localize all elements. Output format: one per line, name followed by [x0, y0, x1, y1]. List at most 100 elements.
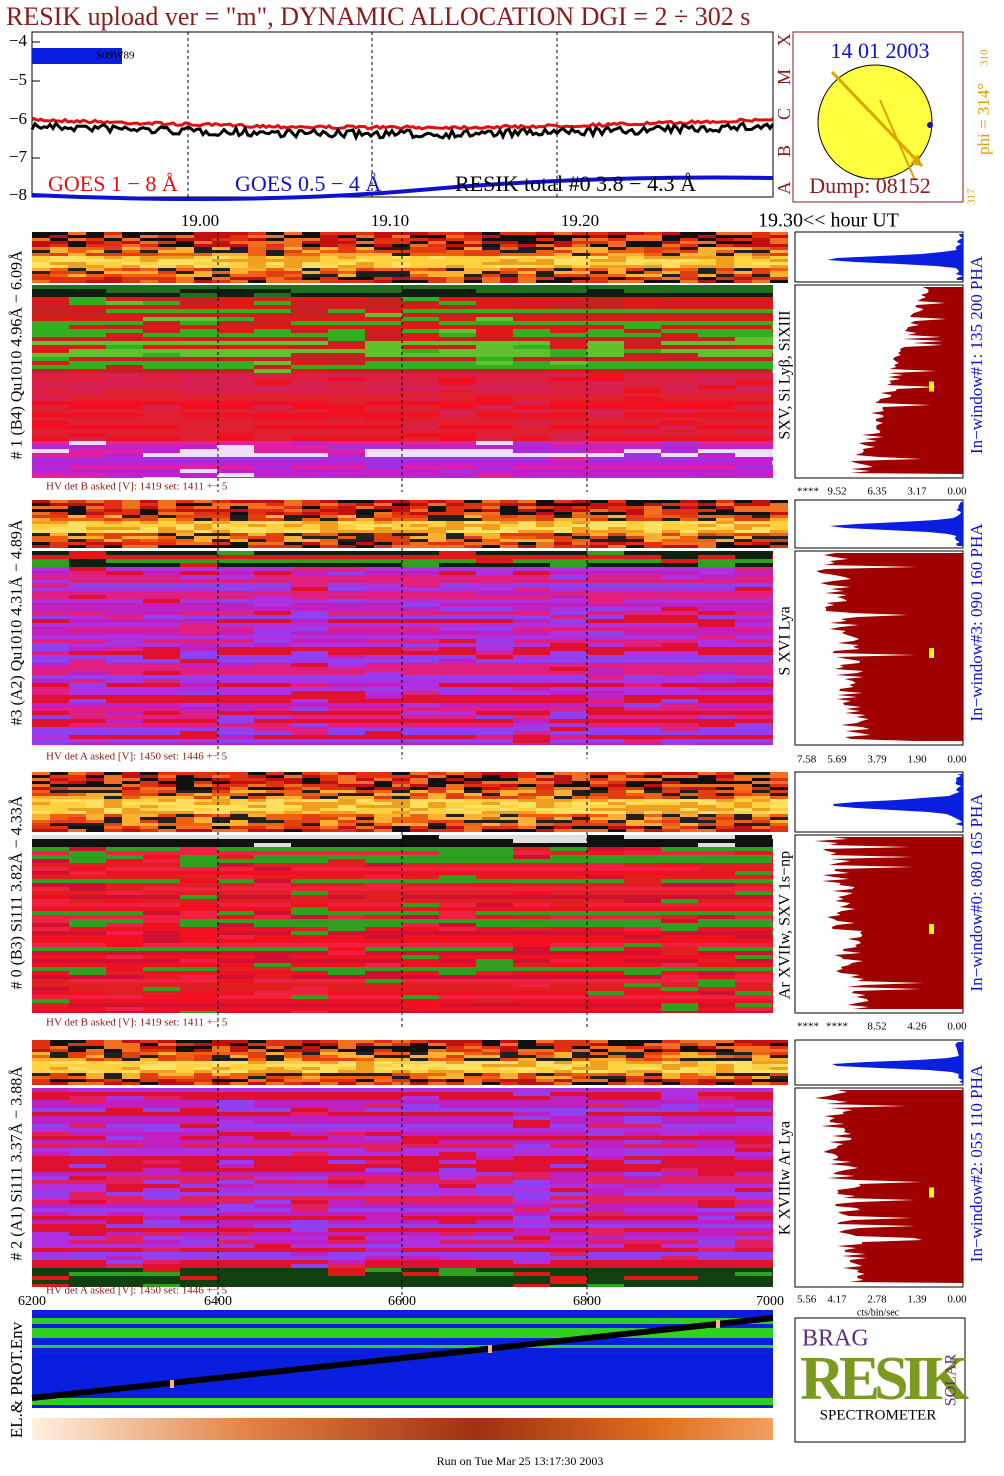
heatmap-cell	[328, 377, 365, 381]
spectrum-strip-cell	[104, 268, 122, 271]
spectrum-strip-cell	[194, 793, 212, 796]
spectrum-strip-cell	[518, 250, 536, 253]
spectrum-strip-cell	[50, 241, 68, 244]
spectrum-strip-cell	[536, 515, 554, 518]
heatmap-cell	[772, 551, 773, 555]
heatmap-cell	[476, 285, 513, 289]
heatmap-cell	[587, 727, 624, 731]
spectrum-strip-cell	[302, 787, 320, 790]
spectrum-strip-cell	[50, 775, 68, 778]
spectrum-strip-cell	[266, 787, 284, 790]
spectrum-strip-cell	[104, 533, 122, 536]
spectrum-strip-cell	[482, 250, 500, 253]
spectrum-strip-cell	[716, 518, 734, 521]
heatmap-cell	[365, 687, 402, 691]
spectrum-strip-cell	[158, 527, 176, 530]
spectrum-strip-cell	[86, 241, 104, 244]
heatmap-cell	[402, 623, 439, 627]
spectrum-strip-cell	[482, 274, 500, 277]
spectrum-strip-cell	[302, 265, 320, 268]
heatmap-cell	[772, 659, 773, 663]
heatmap-cell	[661, 887, 698, 891]
heatmap-cell	[513, 305, 550, 309]
spectrum-strip-cell	[194, 256, 212, 259]
heatmap-cell	[254, 951, 291, 955]
heatmap-cell	[550, 859, 587, 863]
heatmap-cell	[32, 855, 69, 859]
heatmap-cell	[106, 397, 143, 401]
heatmap-cell	[587, 309, 624, 313]
heatmap-cell	[476, 591, 513, 595]
heatmap-cell	[624, 393, 661, 397]
spectrum-strip-cell	[194, 542, 212, 545]
spectrum-strip-cell	[716, 241, 734, 244]
heatmap-cell	[772, 579, 773, 583]
heatmap-cell	[513, 735, 550, 739]
heatmap-cell	[735, 703, 772, 707]
flare-class: X	[774, 34, 794, 47]
spectrum-strip-cell	[230, 241, 248, 244]
spectrum-strip-cell	[572, 814, 590, 817]
spectrum-strip-cell	[734, 814, 752, 817]
spectrum-strip-cell	[230, 823, 248, 826]
spectrum-strip-cell	[392, 271, 410, 274]
heatmap-cell	[661, 409, 698, 413]
heatmap-cell	[698, 607, 735, 611]
heatmap-cell	[698, 591, 735, 595]
spectrum-strip-cell	[554, 808, 572, 811]
spectrum-strip-cell	[122, 799, 140, 802]
spectrum-strip-cell	[104, 232, 122, 235]
spectrum-strip-cell	[428, 802, 446, 805]
heatmap-cell	[180, 397, 217, 401]
heatmap-cell	[32, 409, 69, 413]
heatmap-cell	[550, 373, 587, 377]
spectrum-strip-cell	[410, 805, 428, 808]
spectrum-strip-cell	[212, 506, 230, 509]
spectrum-strip-cell	[644, 823, 662, 826]
heatmap-cell	[439, 329, 476, 333]
heatmap-cell	[69, 289, 106, 293]
heatmap-cell	[439, 859, 476, 863]
heatmap-cell	[513, 409, 550, 413]
heatmap-cell	[402, 405, 439, 409]
spectrum-strip-cell	[554, 539, 572, 542]
spectrum-strip-cell	[752, 503, 770, 506]
spectrum-strip-cell	[572, 277, 590, 280]
heatmap-cell	[735, 859, 772, 863]
spectrum-strip-cell	[410, 796, 428, 799]
spectrum-strip-cell	[50, 238, 68, 241]
spectrum-strip-cell	[320, 533, 338, 536]
spectrum-strip-cell	[248, 536, 266, 539]
spectrum-strip-cell	[698, 259, 716, 262]
spectrum-strip-cell	[320, 241, 338, 244]
heatmap-cell	[143, 567, 180, 571]
spectrum-strip-cell	[50, 524, 68, 527]
heatmap-cell	[291, 405, 328, 409]
heatmap-cell	[254, 739, 291, 743]
heatmap-cell	[291, 683, 328, 687]
heatmap-cell	[772, 895, 773, 899]
heatmap-cell	[587, 611, 624, 615]
spectrum-strip-cell	[32, 820, 50, 823]
spectrum-strip-cell	[554, 277, 572, 280]
spectrum-strip-cell	[194, 820, 212, 823]
heatmap-cell	[328, 943, 365, 947]
spectrum-strip-cell	[410, 530, 428, 533]
heatmap-cell	[439, 389, 476, 393]
spectrum-strip-cell	[572, 820, 590, 823]
spectrum-strip-cell	[176, 787, 194, 790]
heatmap-cell	[402, 417, 439, 421]
heatmap-cell	[32, 707, 69, 711]
heatmap-cell	[476, 659, 513, 663]
heatmap-cell	[735, 655, 772, 659]
heatmap-cell	[32, 835, 69, 839]
hist-tick-label: 0.00	[947, 486, 967, 498]
spectrum-strip-cell	[392, 259, 410, 262]
spectrum-strip-cell	[428, 515, 446, 518]
heatmap-cell	[772, 835, 773, 839]
spectrum-strip-cell	[410, 545, 428, 548]
heatmap-cell	[439, 671, 476, 675]
heatmap-cell	[550, 687, 587, 691]
spectrum-strip-cell	[626, 512, 644, 515]
heatmap-cell	[476, 409, 513, 413]
